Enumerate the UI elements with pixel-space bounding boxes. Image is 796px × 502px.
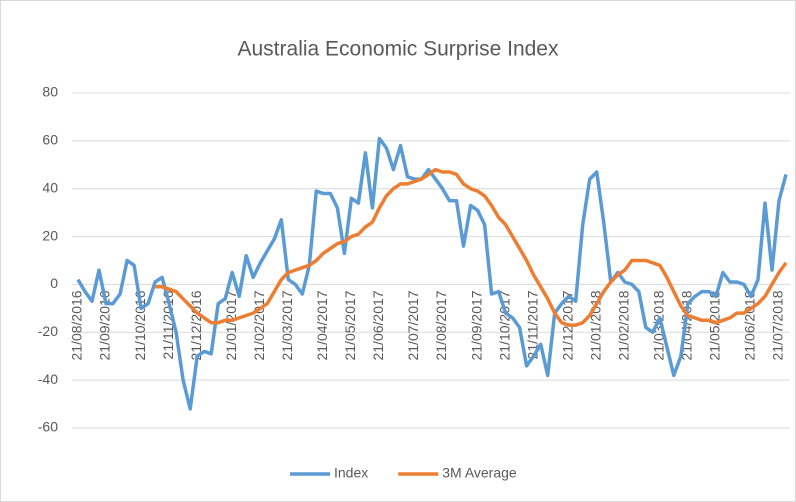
x-tick-label: 21/06/2017 — [370, 290, 386, 360]
y-tick-label: 80 — [42, 84, 58, 100]
chart-title: Australia Economic Surprise Index — [238, 38, 559, 61]
series-line — [76, 136, 788, 411]
x-tick-label: 21/05/2017 — [342, 290, 358, 360]
x-tick-label: 21/01/2017 — [223, 290, 239, 360]
x-tick-label: 21/02/2018 — [615, 290, 631, 360]
series-line — [155, 167, 788, 327]
x-tick-label: 21/01/2018 — [587, 290, 603, 360]
y-tick-label: -60 — [38, 419, 58, 435]
y-tick-label: 20 — [42, 227, 58, 243]
y-tick-label: 40 — [42, 179, 58, 195]
legend-label: 3M Average — [442, 465, 517, 481]
y-tick-label: -20 — [38, 323, 58, 339]
x-tick-label: 21/02/2017 — [251, 290, 267, 360]
legend-label: Index — [334, 465, 368, 481]
y-tick-label: 60 — [42, 132, 58, 148]
x-tick-label: 21/11/2017 — [524, 290, 540, 359]
x-tick-label: 21/03/2017 — [279, 290, 295, 360]
y-tick-label: 0 — [50, 275, 58, 291]
x-tick-label: 21/04/2017 — [314, 290, 330, 360]
x-tick-label: 21/03/2018 — [651, 290, 667, 360]
x-tick-label: 21/06/2018 — [742, 290, 758, 360]
x-tick-label: 21/09/2017 — [468, 290, 484, 360]
x-tick-label: 21/12/2016 — [188, 290, 204, 360]
x-tick-label: 21/08/2016 — [69, 290, 85, 360]
x-tick-label: 21/10/2017 — [496, 290, 512, 360]
y-tick-label: -40 — [38, 371, 58, 387]
x-tick-label: 21/07/2018 — [770, 290, 786, 360]
x-tick-label: 21/09/2016 — [97, 290, 113, 360]
x-tick-label: 21/08/2017 — [433, 290, 449, 360]
x-tick-label: 21/05/2018 — [707, 290, 723, 360]
x-tick-label: 21/07/2017 — [405, 290, 421, 360]
